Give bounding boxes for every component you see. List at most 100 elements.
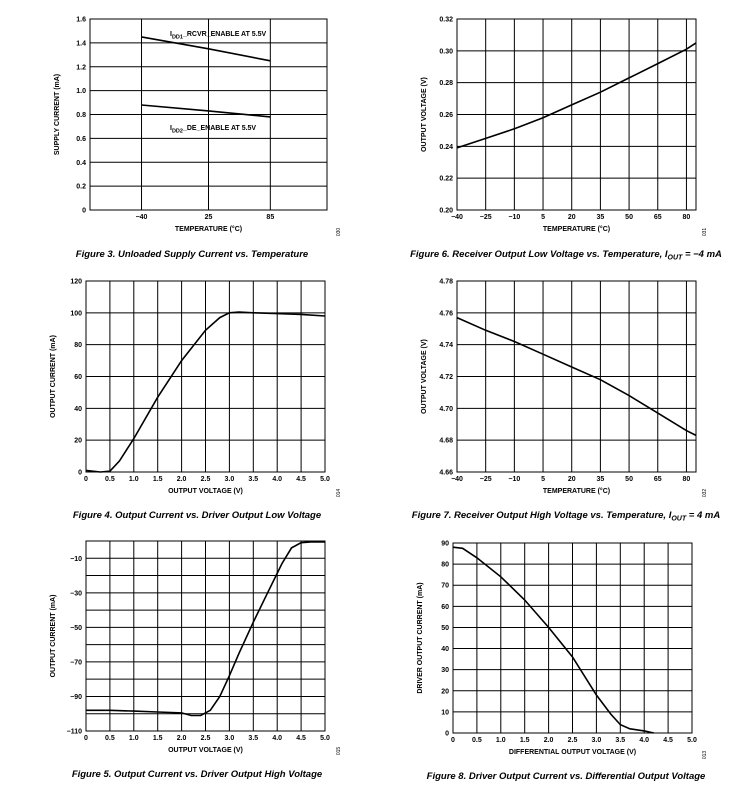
series-line: [141, 36, 271, 62]
y-tick-label: 20: [441, 688, 449, 695]
y-tick-label: 40: [441, 646, 449, 653]
x-axis-title: OUTPUT VOLTAGE (V): [168, 747, 243, 754]
y-tick-label: 80: [74, 342, 82, 349]
x-tick-label: 3.0: [225, 476, 235, 483]
x-axis-title: TEMPERATURE (°C): [175, 225, 242, 233]
plot-frame: [85, 540, 326, 732]
chart-fig4: 0 0.5 1.0 1.5 2.0 2.5 3.0 3.5 4.0 4.5 5.0 0 20 40 60 80…: [50, 279, 342, 522]
series-line: [141, 104, 271, 118]
figure-caption: Figure 8. Driver Output Current vs. Diff…: [427, 771, 706, 782]
series-line: [452, 546, 654, 734]
plot-frame: [89, 18, 328, 211]
x-tick-label: 80: [683, 214, 691, 221]
figure-caption: Figure 6. Receiver Output Low Voltage vs…: [410, 249, 722, 262]
x-tick-label: 5.0: [320, 476, 330, 483]
x-tick-label: 1.5: [520, 737, 530, 744]
plot-frame: [85, 280, 326, 473]
x-tick-label: 3.5: [615, 737, 625, 744]
y-tick-label: 4.70: [439, 406, 453, 413]
y-tick-label: 70: [441, 583, 449, 590]
y-tick-label: 1.4: [76, 40, 86, 47]
x-tick-label: 5.0: [687, 737, 697, 744]
chart-fig3: −40 25 85 0 0.2 0.4 0.6 0.8 1.0 1.2 1.4 1.6 TEMPERAT…: [54, 17, 342, 261]
y-tick-label: 0.2: [76, 184, 86, 191]
y-axis-title: OUTPUT VOLTAGE (V): [421, 339, 428, 414]
x-tick-label: 4.0: [272, 735, 282, 742]
y-tick-label: 0.20: [439, 208, 453, 215]
x-tick-label: 1.0: [129, 476, 139, 483]
y-tick-label: −90: [70, 694, 82, 701]
y-axis-title: OUTPUT VOLTAGE (V): [421, 77, 428, 152]
figure-code: 014: [336, 489, 342, 498]
x-tick-label: 0: [84, 476, 88, 483]
y-tick-label: 0: [78, 470, 82, 477]
x-tick-label: 35: [597, 214, 605, 221]
x-tick-label: 1.5: [153, 735, 163, 742]
y-tick-label: 1.0: [76, 88, 86, 95]
y-tick-label: 0: [445, 731, 449, 738]
y-tick-label: 80: [441, 562, 449, 569]
figure-code: 032: [702, 489, 708, 498]
x-tick-label: 4.5: [296, 476, 306, 483]
x-tick-label: 0.5: [105, 476, 115, 483]
x-tick-label: 1.0: [496, 737, 506, 744]
x-tick-label: 3.0: [225, 735, 235, 742]
chart-fig6: −40 −25 −10 5 20 35 50 65 80 0.20 0.22 0.24 0.26 0.28…: [410, 17, 722, 262]
figure-code: 013: [702, 751, 708, 760]
x-tick-label: 50: [625, 214, 633, 221]
y-tick-label: 0.30: [439, 48, 453, 55]
y-axis-title: OUTPUT CURRENT (mA): [50, 595, 57, 678]
figure-code: 030: [336, 228, 342, 237]
x-tick-label: −25: [480, 476, 492, 483]
x-tick-label: 2.5: [201, 476, 211, 483]
x-tick-label: −10: [508, 476, 520, 483]
x-tick-label: 80: [683, 476, 691, 483]
x-tick-label: 5.0: [320, 735, 330, 742]
y-tick-label: 100: [70, 310, 82, 317]
figure-caption: Figure 5. Output Current vs. Driver Outp…: [72, 769, 323, 780]
y-tick-label: 20: [74, 438, 82, 445]
x-tick-label: 65: [654, 476, 662, 483]
y-tick-label: −70: [70, 659, 82, 666]
x-axis-title: TEMPERATURE (°C): [543, 487, 610, 495]
y-tick-label: 0.24: [439, 144, 453, 151]
y-tick-label: 1.2: [76, 64, 86, 71]
series-line: [86, 541, 325, 717]
series-line: [456, 316, 697, 437]
x-tick-label: 25: [205, 214, 213, 221]
figure-caption: Figure 3. Unloaded Supply Current vs. Te…: [76, 249, 309, 260]
y-tick-label: 0.28: [439, 80, 453, 87]
y-axis-title: SUPPLY CURRENT (mA): [54, 74, 61, 155]
y-tick-label: 4.68: [439, 438, 453, 445]
x-tick-label: 4.0: [272, 476, 282, 483]
x-tick-label: −40: [136, 214, 148, 221]
plot-frame: [456, 18, 697, 211]
x-tick-label: 35: [597, 476, 605, 483]
plot-frame: [456, 280, 697, 473]
series-annotation: IDD2_DE_ENABLE AT 5.5V: [170, 125, 256, 135]
x-tick-label: 4.5: [296, 735, 306, 742]
x-tick-label: 2.5: [201, 735, 211, 742]
x-tick-label: −40: [451, 476, 463, 483]
y-tick-label: 4.76: [439, 310, 453, 317]
y-tick-label: 60: [74, 374, 82, 381]
x-tick-label: 2.0: [177, 476, 187, 483]
figure-caption: Figure 4. Output Current vs. Driver Outp…: [73, 510, 322, 521]
x-tick-label: 65: [654, 214, 662, 221]
y-tick-label: 0.22: [439, 176, 453, 183]
x-tick-label: 2.0: [177, 735, 187, 742]
y-tick-label: 120: [70, 279, 82, 286]
x-tick-label: 5: [541, 214, 545, 221]
y-tick-label: 0.32: [439, 17, 453, 24]
y-tick-label: 4.72: [439, 374, 453, 381]
y-tick-label: 4.74: [439, 342, 453, 349]
x-tick-label: 4.0: [639, 737, 649, 744]
figure-code: 015: [336, 747, 342, 756]
y-tick-label: 1.6: [76, 17, 86, 24]
y-axis-title: DRIVER OUTPUT CURRENT (mA): [417, 582, 424, 693]
x-tick-label: 1.0: [129, 735, 139, 742]
y-tick-label: 0.8: [76, 112, 86, 119]
y-tick-label: 0.26: [439, 112, 453, 119]
y-tick-label: 10: [441, 709, 449, 716]
